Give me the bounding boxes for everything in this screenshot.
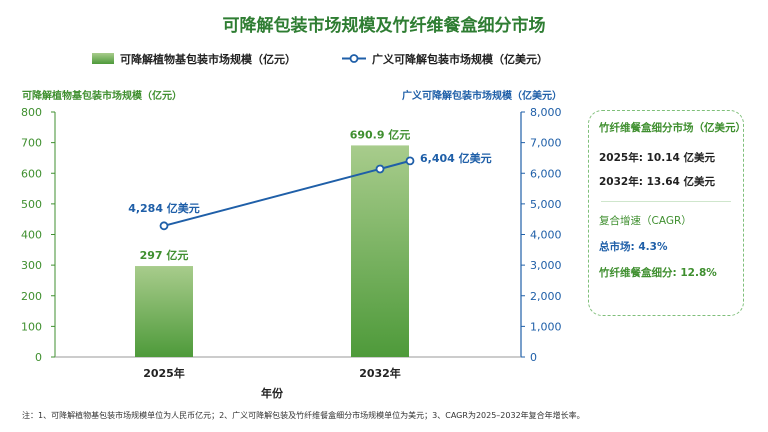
line-point (375, 164, 385, 174)
cagr-segment-row: 竹纤维餐盒细分: 12.8% (599, 266, 733, 280)
segment-2025-row: 2025年: 10.14 亿美元 (599, 151, 733, 165)
line-point (405, 156, 415, 166)
segment-box-title: 竹纤维餐盒细分市场（亿美元） (599, 122, 746, 134)
left-axis-ticks: 0 100 200 300 400 500 600 700 800 (21, 106, 55, 364)
left-axis-tick-label: 200 (21, 290, 42, 303)
left-axis-tick-label: 700 (21, 137, 42, 150)
left-axis-tick-label: 100 (21, 320, 42, 333)
bar-data-label: 297 亿元 (140, 248, 189, 262)
left-axis-tick-label: 300 (21, 259, 42, 272)
bar-data-label: 690.9 亿元 (350, 127, 411, 141)
right-axis-tick-label: 5,000 (530, 198, 562, 211)
legend-bar-swatch (92, 53, 114, 64)
line-data-label: 6,404 亿美元 (420, 151, 492, 165)
line-series: 4,284 亿美元 6,404 亿美元 (128, 151, 492, 231)
right-axis-tick-label: 2,000 (530, 290, 562, 303)
legend-line-label: 广义可降解包装市场规模（亿美元） (372, 52, 548, 66)
cagr-title: 复合增速（CAGR） (599, 215, 692, 227)
segment-2032-label: 2032年: (599, 176, 643, 188)
segment-box-divider (601, 201, 731, 202)
cagr-total-row: 总市场: 4.3% (599, 240, 733, 254)
segment-2032-row: 2032年: 13.64 亿美元 (599, 175, 733, 189)
bar-2032年 (351, 145, 409, 357)
x-axis-tick-label: 2025年 (143, 366, 185, 380)
segment-2032-value: 13.64 亿美元 (646, 176, 715, 188)
cagr-segment-value: 12.8% (680, 267, 717, 279)
footnote: 注：1、可降解植物基包装市场规模单位为人民币亿元；2、广义可降解包装及竹纤维餐盒… (22, 410, 585, 420)
right-axis-tick-label: 3,000 (530, 259, 562, 272)
left-axis-tick-label: 500 (21, 198, 42, 211)
bar-series: 297 亿元 690.9 亿元 (135, 127, 410, 357)
left-axis-tick-label: 400 (21, 229, 42, 242)
x-axis-tick-label: 2032年 (359, 366, 401, 380)
cagr-total-value: 4.3% (638, 241, 668, 253)
legend-line-marker (349, 54, 359, 63)
left-axis-tick-label: 0 (35, 351, 42, 364)
right-axis-tick-label: 7,000 (530, 137, 562, 150)
cagr-total-label: 总市场: (599, 241, 635, 253)
bar-2025年 (135, 266, 193, 357)
chart-title: 可降解包装市场规模及竹纤维餐盒细分市场 (223, 15, 546, 36)
cagr-segment-label: 竹纤维餐盒细分: (599, 267, 677, 279)
segment-2025-value: 10.14 亿美元 (646, 152, 715, 164)
legend-bar-label: 可降解植物基包装市场规模（亿元） (120, 52, 296, 66)
left-axis-tick-label: 800 (21, 106, 42, 119)
right-axis-tick-label: 0 (530, 351, 537, 364)
segment-summary-box: 竹纤维餐盒细分市场（亿美元） 2025年: 10.14 亿美元 2032年: 1… (588, 110, 746, 316)
line-point (159, 221, 169, 231)
right-axis-tick-label: 4,000 (530, 229, 562, 242)
right-axis-tick-label: 8,000 (530, 106, 562, 119)
left-axis-tick-label: 600 (21, 167, 42, 180)
right-axis-ticks: 0 1,000 2,000 3,000 4,000 5,000 6,000 7,000 8,00… (521, 106, 562, 364)
segment-2025-label: 2025年: (599, 152, 643, 164)
left-axis-title: 可降解植物基包装市场规模（亿元） (22, 89, 182, 102)
x-axis-ticks: 2025年 2032年 (143, 366, 401, 380)
line-data-label: 4,284 亿美元 (128, 201, 200, 215)
right-axis-tick-label: 6,000 (530, 167, 562, 180)
right-axis-tick-label: 1,000 (530, 320, 562, 333)
x-axis-title: 年份 (261, 386, 284, 400)
right-axis-title: 广义可降解包装市场规模（亿美元） (402, 89, 562, 102)
